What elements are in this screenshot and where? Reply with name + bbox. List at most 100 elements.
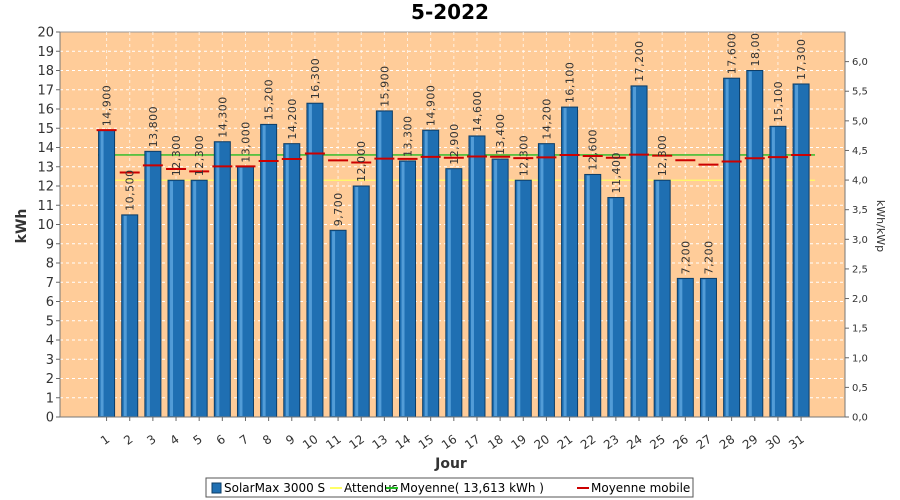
x-tick-label: 26: [670, 432, 691, 452]
x-tick-label: 10: [300, 432, 321, 452]
legend-label: Moyenne( 13,613 kWh ): [400, 481, 544, 495]
bar-highlight: [470, 136, 474, 416]
y-right-tick-label: 0,5: [852, 383, 868, 394]
data-label: 12,300: [517, 135, 530, 177]
bar-highlight: [193, 181, 197, 416]
data-label: 12,300: [193, 135, 206, 177]
x-tick-label: 14: [393, 432, 414, 452]
bar-highlight: [609, 198, 613, 416]
legend-label: SolarMax 3000 S: [224, 481, 325, 495]
bar-highlight: [146, 152, 150, 416]
y-tick-label: 0: [46, 411, 54, 426]
bar-highlight: [332, 231, 336, 416]
x-tick-label: 27: [694, 432, 715, 452]
x-tick-label: 2: [121, 432, 135, 448]
x-tick-label: 21: [555, 432, 576, 452]
y-tick-label: 6: [46, 295, 54, 310]
data-label: 14,200: [540, 98, 553, 140]
x-tick-label: 13: [370, 432, 391, 452]
y-right-tick-label: 2,0: [852, 294, 868, 305]
y-right-tick-label: 6,0: [852, 57, 868, 68]
y-tick-label: 5: [46, 314, 54, 329]
x-tick-label: 5: [191, 432, 205, 448]
data-label: 13,400: [494, 114, 507, 156]
data-label: 13,000: [239, 121, 252, 163]
bar-highlight: [494, 160, 498, 416]
y-right-tick-label: 3,0: [852, 235, 868, 246]
data-label: 13,800: [147, 106, 160, 148]
y-tick-label: 19: [37, 45, 54, 60]
bar-highlight: [262, 125, 266, 417]
y-tick-label: 3: [46, 353, 54, 368]
data-label: 15,200: [263, 79, 276, 121]
data-label: 12,600: [587, 129, 600, 171]
y-tick-label: 4: [46, 334, 54, 349]
bar-highlight: [308, 104, 312, 416]
bar-highlight: [401, 161, 405, 416]
y-right-tick-label: 2,5: [852, 264, 868, 275]
y-tick-label: 20: [37, 26, 54, 41]
bar-highlight: [239, 167, 243, 416]
bar-highlight: [795, 84, 799, 416]
y-tick-label: 2: [46, 372, 54, 387]
data-label: 17,300: [795, 38, 808, 80]
legend-label: Attendus: [344, 481, 398, 495]
x-tick-label: 31: [786, 432, 807, 452]
data-label: 14,600: [471, 90, 484, 131]
data-label: 14,300: [216, 96, 229, 138]
data-label: 12,900: [448, 123, 461, 165]
x-tick-label: 7: [237, 432, 251, 448]
x-tick-label: 30: [763, 432, 784, 452]
y-axis-title: kWh: [14, 209, 30, 244]
bar-highlight: [123, 215, 127, 416]
bar-highlight: [447, 169, 451, 416]
y-tick-label: 15: [37, 122, 54, 137]
data-label: 13,300: [402, 115, 415, 157]
x-tick-label: 6: [214, 432, 228, 448]
x-tick-label: 20: [532, 432, 553, 452]
y-tick-label: 7: [46, 276, 54, 291]
bar-highlight: [725, 79, 729, 416]
data-label: 15,900: [378, 65, 391, 107]
y-tick-label: 14: [37, 141, 54, 156]
x-tick-label: 19: [508, 432, 529, 452]
x-tick-label: 23: [601, 432, 622, 452]
y-tick-label: 17: [37, 83, 54, 98]
bar-highlight: [355, 187, 359, 416]
data-label: 12,000: [355, 141, 368, 183]
data-label: 9,700: [332, 192, 345, 226]
data-label: 18,00: [749, 33, 762, 67]
y-right-tick-label: 4,0: [852, 176, 868, 187]
x-tick-label: 25: [647, 432, 668, 452]
y-tick-label: 8: [46, 257, 54, 272]
legend: [205, 477, 694, 498]
y-tick-label: 9: [46, 237, 54, 252]
x-tick-label: 11: [323, 432, 344, 452]
bar-highlight: [702, 279, 706, 416]
data-label: 10,500: [124, 169, 137, 211]
legend-label: Moyenne mobile: [591, 481, 690, 495]
bar-highlight: [656, 181, 660, 416]
chart-title: 5-2022: [411, 0, 489, 24]
x-tick-label: 9: [283, 432, 297, 448]
x-tick-label: 28: [717, 432, 738, 452]
x-axis-title: Jour: [434, 456, 467, 472]
bar-highlight: [586, 175, 590, 416]
data-label: 14,200: [286, 98, 299, 140]
y-tick-label: 1: [46, 391, 54, 406]
bar-highlight: [679, 279, 683, 416]
bar-highlight: [378, 111, 382, 417]
data-label: 7,200: [679, 240, 692, 274]
y-right-tick-label: 1,5: [852, 324, 868, 335]
data-label: 11,400: [610, 152, 623, 194]
bar-highlight: [748, 71, 752, 416]
data-label: 12,300: [170, 135, 183, 177]
data-label: 12,300: [656, 135, 669, 177]
y-tick-label: 11: [37, 199, 54, 214]
data-label: 16,100: [564, 62, 577, 104]
bar-highlight: [424, 131, 428, 417]
y-right-tick-label: 5,0: [852, 116, 868, 127]
y-right-tick-label: 4,5: [852, 146, 868, 157]
x-tick-label: 22: [578, 432, 599, 452]
